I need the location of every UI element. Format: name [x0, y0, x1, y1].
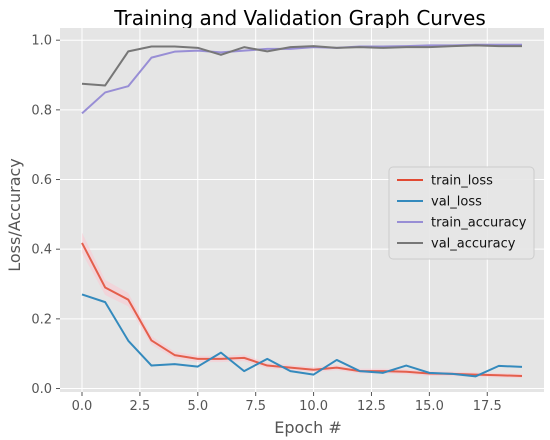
legend-box [388, 166, 535, 260]
legend-label: val_loss [431, 195, 482, 210]
y-tick-label: 0.4 [31, 243, 52, 258]
legend: train_loss val_loss train_accuracy val_accu… [388, 166, 535, 260]
chart-title: Training and Validation Graph Curves [113, 6, 486, 30]
y-tick-label: 0.2 [31, 312, 52, 327]
x-tick-label: 10.0 [299, 399, 328, 414]
legend-label: val_accuracy [431, 237, 516, 252]
x-tick-label: 5.0 [187, 399, 208, 414]
x-axis-label: Epoch # [274, 418, 341, 437]
x-tick-label: 0.0 [72, 399, 93, 414]
axis-ticks: 0.0 2.5 5.0 7.5 10.0 12.5 15.0 17.5 0.0 0.2 0.4 0.6… [31, 34, 501, 414]
x-tick-label: 7.5 [245, 399, 266, 414]
series-lines [81, 43, 523, 378]
legend-label: train_loss [431, 174, 493, 189]
x-tick-label: 12.5 [357, 399, 386, 414]
x-tick-label: 17.5 [473, 399, 502, 414]
y-axis-label: Loss/Accuracy [5, 158, 24, 272]
y-tick-label: 1.0 [31, 34, 52, 49]
series-line-val_loss [81, 293, 523, 378]
y-tick-label: 0.8 [31, 103, 52, 118]
y-tick-label: 0.0 [31, 382, 52, 397]
x-tick-label: 15.0 [415, 399, 444, 414]
x-tick-label: 2.5 [130, 399, 151, 414]
y-tick-label: 0.6 [31, 173, 52, 188]
series-line-val_accuracy [81, 44, 522, 87]
legend-label: train_accuracy [431, 216, 527, 231]
